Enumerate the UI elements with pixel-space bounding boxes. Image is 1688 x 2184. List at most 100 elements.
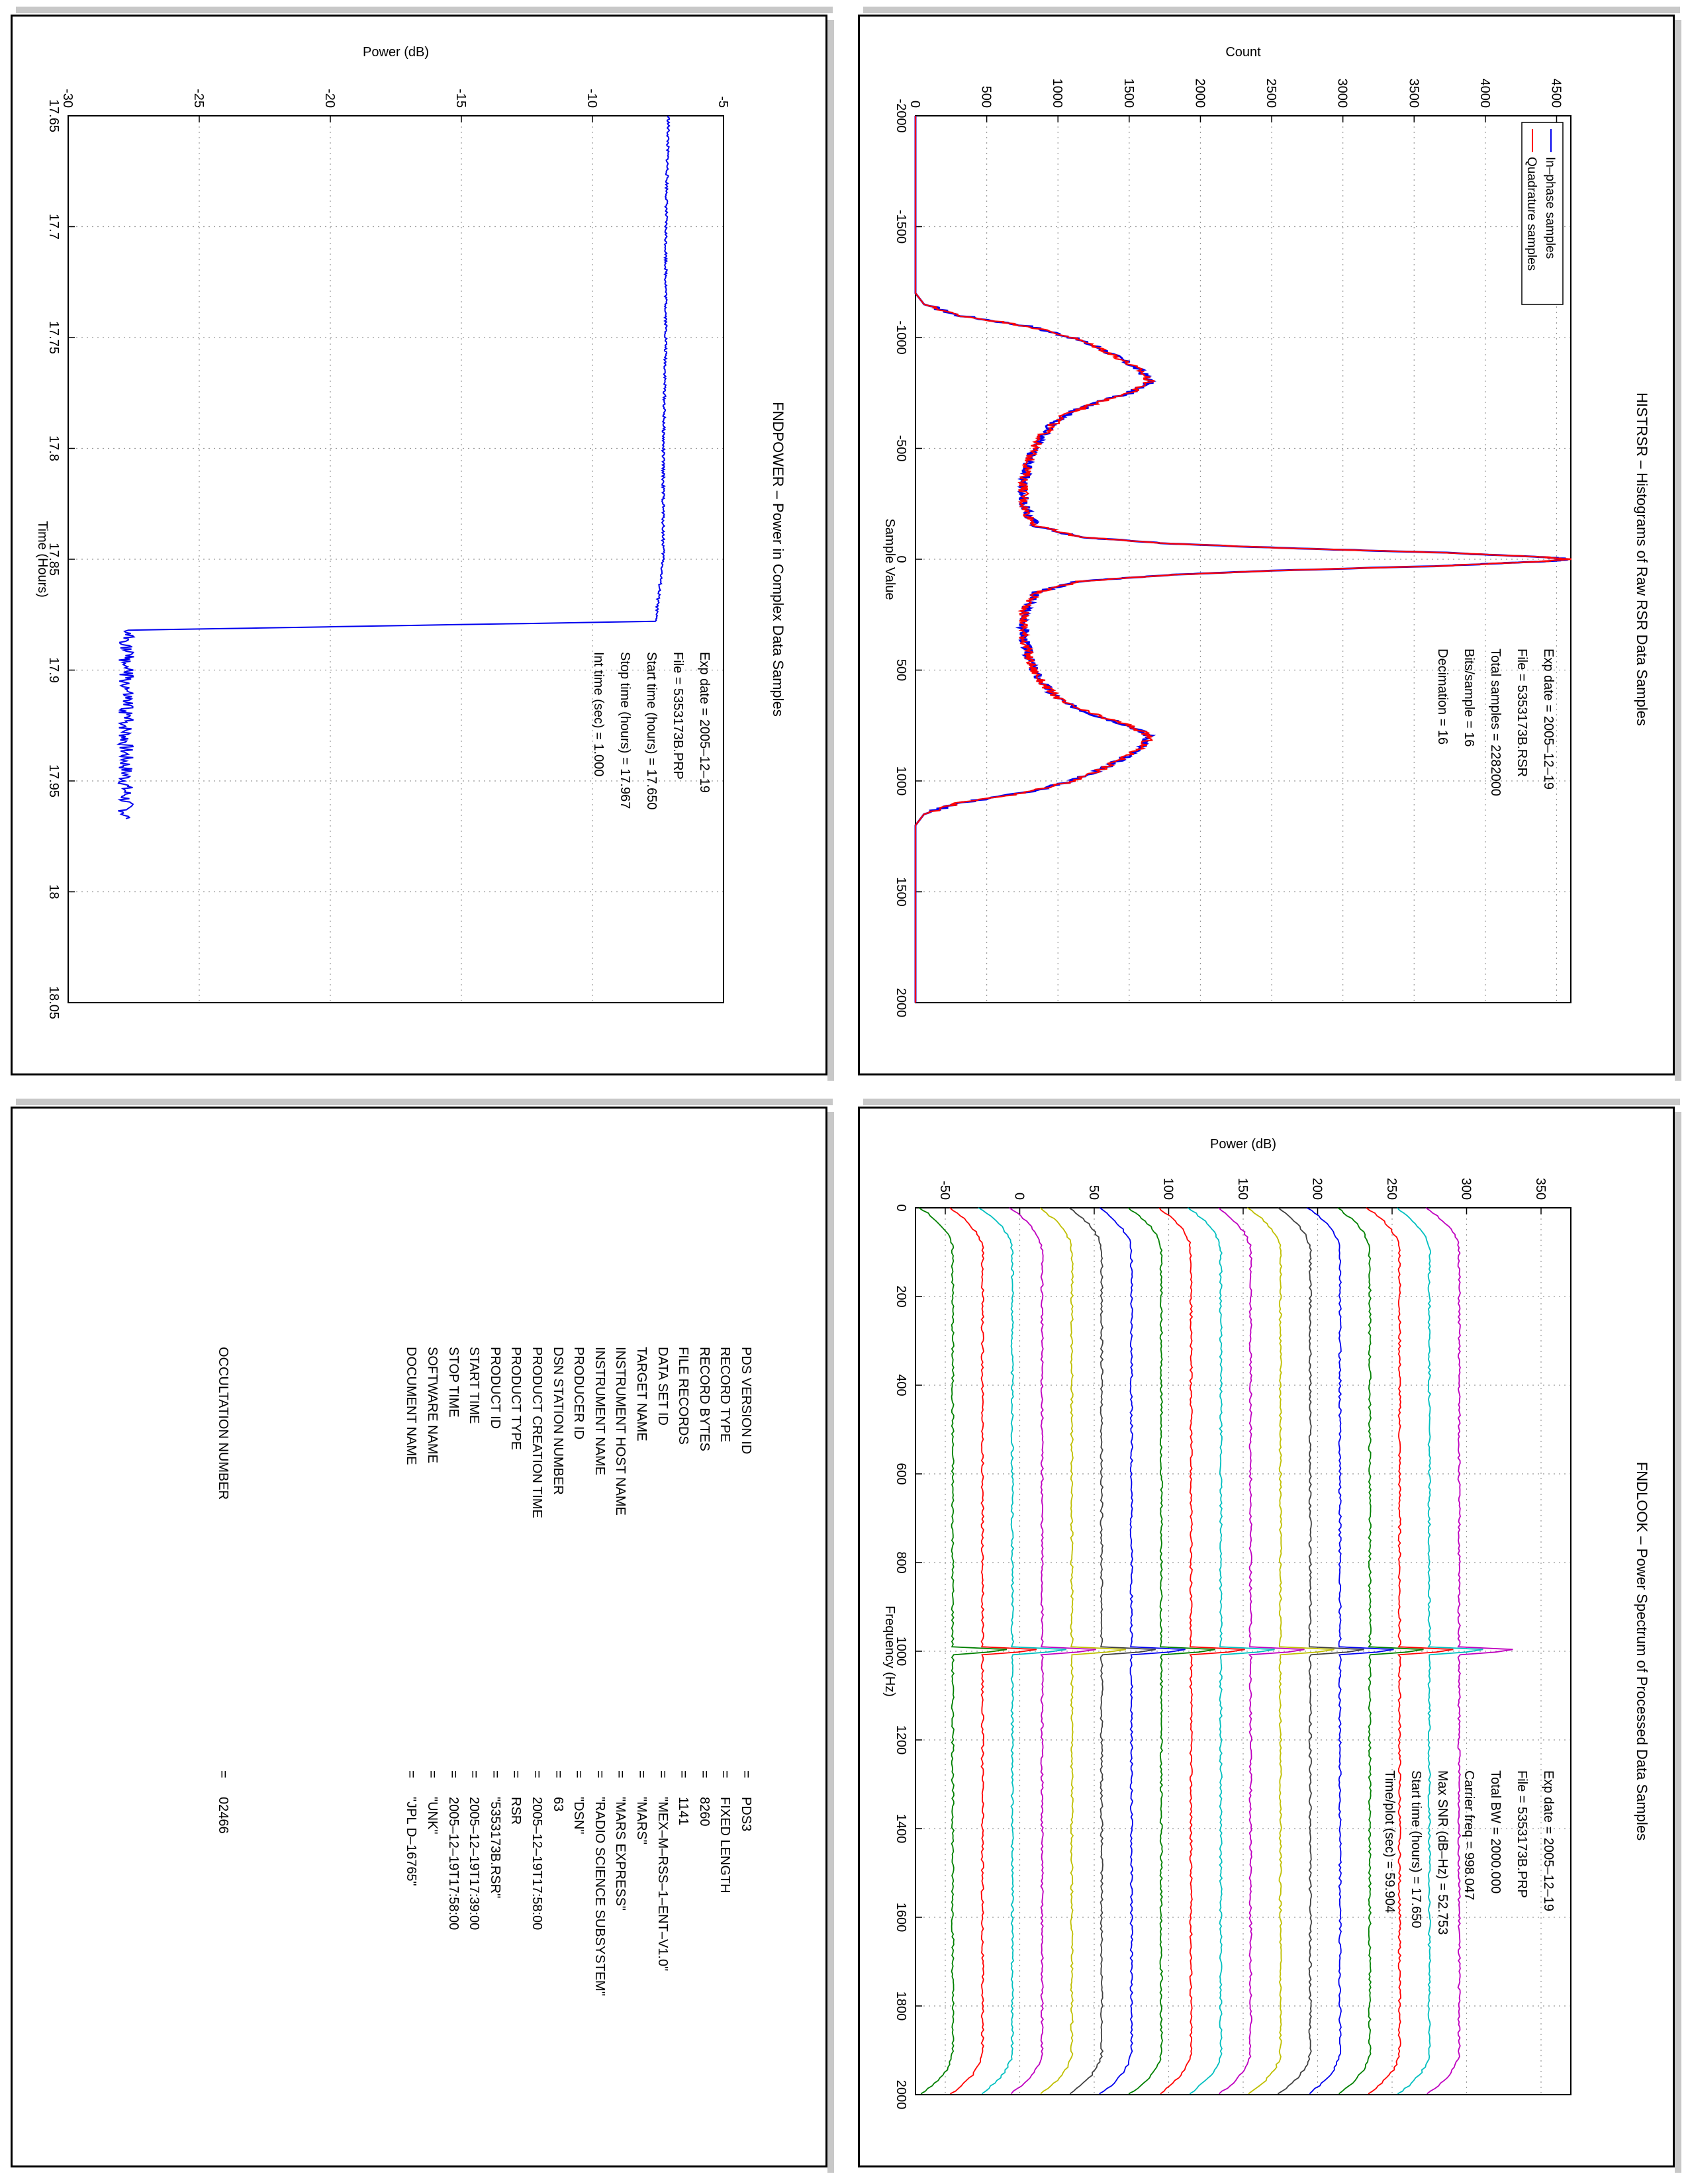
histogram-tick-label-y: 1500 bbox=[1121, 79, 1136, 109]
pds-label-value: "5353173B.RSR" bbox=[487, 1797, 502, 1899]
fndlook-info-line: File = 5353173B.PRP bbox=[1515, 1770, 1529, 1898]
legend-label-inphase: In–phase samples bbox=[1543, 157, 1557, 259]
pds-label-equals: = bbox=[655, 1770, 670, 1778]
pds-label-equals: = bbox=[696, 1770, 712, 1778]
pds-label-equals: = bbox=[445, 1770, 461, 1778]
panel-shadow bbox=[827, 1112, 834, 2173]
fndlook-tick-label-y: 50 bbox=[1086, 1185, 1101, 1200]
pds-label-value: 02466 bbox=[216, 1797, 230, 1834]
histogram-info: Exp date = 2005–12–19 File = 5353173B.RS… bbox=[1435, 649, 1556, 796]
histogram-tick-label-y: 4000 bbox=[1477, 79, 1492, 109]
fndlook-series-line bbox=[1068, 1207, 1156, 2095]
fndlook-series-line bbox=[1099, 1207, 1186, 2095]
pds-label-table: PDS VERSION ID = PDS3 RECORD TYPE = FIXED LEN… bbox=[25, 1347, 753, 2141]
fndpower-tick-label-x: 17.7 bbox=[46, 214, 61, 240]
pds-label-key: DOCUMENT NAME bbox=[404, 1347, 419, 1465]
pds-label-value: PDS3 bbox=[739, 1797, 753, 1832]
histogram-tick-label-x: 2000 bbox=[894, 988, 908, 1018]
pds-label-value: 1141 bbox=[676, 1797, 691, 1826]
fndlook-info-line: Max SNR (dB–Hz) = 52.753 bbox=[1435, 1770, 1450, 1934]
legend-box bbox=[1521, 122, 1564, 305]
fndlook-tick-label-y: 200 bbox=[1310, 1178, 1325, 1200]
fndpower-tick-label-x: 17.75 bbox=[46, 321, 61, 354]
histogram-tick-label-x: 0 bbox=[894, 555, 908, 563]
fndlook-info-line: Exp date = 2005–12–19 bbox=[1541, 1770, 1556, 1911]
pds-label-equals: = bbox=[718, 1770, 733, 1778]
histogram-info-line: Decimation = 16 bbox=[1435, 649, 1450, 745]
fndlook-tick-label-x: 1200 bbox=[894, 1725, 908, 1755]
fndlook-tick-label-y: 350 bbox=[1533, 1178, 1548, 1200]
fndlook-tick-label-y: 300 bbox=[1459, 1178, 1474, 1200]
fndlook-ylabel: Power (dB) bbox=[1210, 1137, 1276, 1152]
fndpower-info-line: Int time (sec) = 1.000 bbox=[591, 652, 606, 776]
panel-shadow bbox=[827, 20, 834, 1081]
histogram-tick-label-y: 500 bbox=[979, 86, 994, 108]
fndpower-tick-label-x: 18.05 bbox=[46, 986, 61, 1019]
fndlook-tick-label-x: 1000 bbox=[894, 1637, 908, 1666]
pds-label-value: 63 bbox=[550, 1797, 565, 1812]
pds-label-equals: = bbox=[592, 1770, 607, 1778]
histogram-series-line bbox=[914, 116, 1571, 1003]
fndlook-tick-label-y: 0 bbox=[1012, 1193, 1027, 1200]
pds-label-key: PRODUCT TYPE bbox=[508, 1347, 524, 1450]
fndlook-series-line bbox=[1218, 1207, 1305, 2095]
fndlook-series-line bbox=[1277, 1207, 1364, 2095]
fndlook-tick-label-x: 1600 bbox=[894, 1903, 908, 1933]
fndpower-tick-label-x: 17.95 bbox=[46, 764, 61, 797]
fndlook-tick-label-x: 600 bbox=[894, 1463, 908, 1484]
fndpower-tick-label-y: -30 bbox=[60, 89, 75, 108]
pds-label-key: PRODUCER ID bbox=[571, 1347, 586, 1440]
pds-label-value: 2005–12–19T17:58:00 bbox=[530, 1797, 544, 1931]
pds-label-key: START TIME bbox=[467, 1347, 482, 1424]
fndpower-info-line: Start time (hours) = 17.650 bbox=[644, 652, 659, 809]
pds-label-equals: = bbox=[739, 1770, 753, 1778]
pds-label-value: "MARS EXPRESS" bbox=[613, 1797, 628, 1911]
pds-label-key: PDS VERSION ID bbox=[739, 1347, 753, 1455]
pds-label-equals: = bbox=[571, 1770, 586, 1778]
pds-label-key: INSTRUMENT NAME bbox=[592, 1347, 607, 1476]
fndpower-tick-label-x: 17.85 bbox=[46, 543, 61, 576]
fndpower-xlabel: Time (Hours) bbox=[35, 521, 50, 598]
fndlook-chart: 0200400600800100012001400160018002000-50… bbox=[882, 1137, 1650, 2109]
pds-label-key: DATA SET ID bbox=[655, 1347, 670, 1426]
fndlook-series-line bbox=[949, 1207, 1037, 2095]
fndlook-info-line: Start time (hours) = 17.650 bbox=[1409, 1770, 1423, 1928]
histogram-tick-label-x: 1500 bbox=[894, 877, 908, 907]
fndpower-tick-label-x: 18 bbox=[46, 884, 61, 899]
fndlook-series-line bbox=[1397, 1207, 1483, 2095]
fndlook-series-line bbox=[1187, 1207, 1275, 2095]
fndpower-chart: 17.65 17.7 17.75 17.8 17.85 17.9 17.95 18 18.05 -… bbox=[35, 45, 786, 1019]
pds-label-key: FILE RECORDS bbox=[676, 1347, 691, 1445]
pds-label-equals: = bbox=[216, 1770, 230, 1778]
pds-label-key: SOFTWARE NAME bbox=[425, 1347, 440, 1463]
histogram-tick-label-y: 4500 bbox=[1548, 79, 1563, 109]
histogram-tick-label-x: -1500 bbox=[894, 210, 908, 244]
histogram-legend: In–phase samples Quadrature samples bbox=[1521, 122, 1564, 305]
histogram-tick-label-x: -2000 bbox=[894, 99, 908, 132]
histogram-tick-label-y: 0 bbox=[908, 101, 922, 108]
histogram-info-line: Total samples = 2282000 bbox=[1488, 649, 1503, 796]
fndpower-tick-label-x: 17.9 bbox=[46, 657, 61, 683]
fndlook-series-line bbox=[1337, 1207, 1424, 2095]
fndlook-info-line: Time/plot (sec) = 59.904 bbox=[1382, 1770, 1397, 1913]
pds-label-equals: = bbox=[425, 1770, 440, 1778]
fndlook-series-line bbox=[918, 1207, 1008, 2095]
pds-label-value: "DSN" bbox=[571, 1797, 586, 1835]
pds-label-equals: = bbox=[613, 1770, 628, 1778]
fndpower-panel: 17.65 17.7 17.75 17.8 17.85 17.9 17.95 18 18.05 -… bbox=[11, 15, 827, 1075]
pds-label-equals: = bbox=[508, 1770, 524, 1778]
histogram-xlabel: Sample Value bbox=[882, 518, 897, 600]
fndpower-info-line: File = 5353173B.PRP bbox=[671, 652, 685, 780]
panel-shadow bbox=[16, 1099, 833, 1105]
fndlook-series-line bbox=[1039, 1207, 1126, 2095]
fndpower-title: FNDPOWER – Power in Complex Data Samples bbox=[770, 402, 786, 717]
fndlook-series-line bbox=[1127, 1207, 1215, 2095]
pds-label-value: "MARS" bbox=[634, 1797, 649, 1844]
pds-label-value: FIXED LENGTH bbox=[718, 1797, 733, 1893]
pds-label-value: "UNK" bbox=[425, 1797, 440, 1835]
fndlook-info-line: Carrier freq = 998.047 bbox=[1462, 1770, 1476, 1900]
histogram-tick-label-y: 1000 bbox=[1050, 79, 1064, 109]
pds-label-value: RSR bbox=[508, 1797, 524, 1825]
histogram-panel: -2000 -1500 -1000 -500 0 500 1000 1500 2000 0 500 1… bbox=[858, 15, 1675, 1075]
fndlook-tick-label-x: 800 bbox=[894, 1551, 908, 1573]
